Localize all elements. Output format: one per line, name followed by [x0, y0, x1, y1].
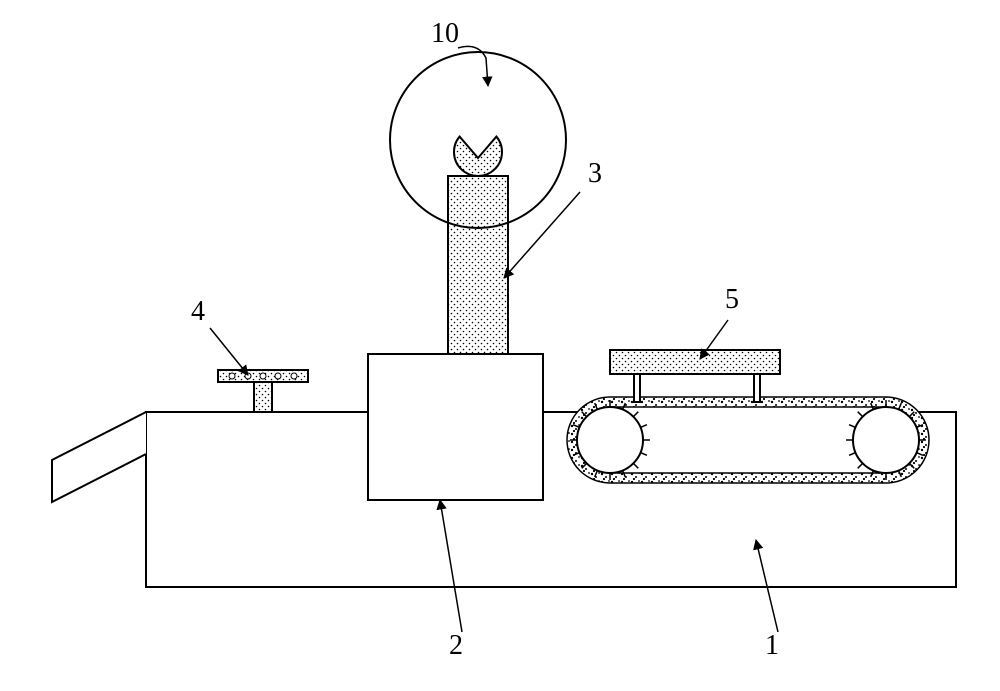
stand-bar-hole [229, 373, 235, 379]
label-3: 3 [588, 158, 602, 189]
stand-bar-hole [291, 373, 297, 379]
stand-bar-hole [275, 373, 281, 379]
label-1: 1 [765, 630, 779, 661]
discharge-chute [52, 412, 146, 502]
housing-box [368, 354, 543, 500]
platform-leg [634, 374, 640, 402]
support-column [448, 176, 508, 354]
column-claw [454, 137, 502, 176]
platform-leg [754, 374, 760, 402]
leader-3 [504, 192, 580, 278]
label-4: 4 [191, 296, 205, 327]
leader-4 [210, 328, 248, 375]
technical-diagram: 10 3 4 5 2 1 [0, 0, 1000, 691]
label-10: 10 [431, 18, 459, 49]
label-5: 5 [725, 284, 739, 315]
label-2: 2 [449, 630, 463, 661]
platform-top [610, 350, 780, 374]
stand-bar-hole [260, 373, 266, 379]
